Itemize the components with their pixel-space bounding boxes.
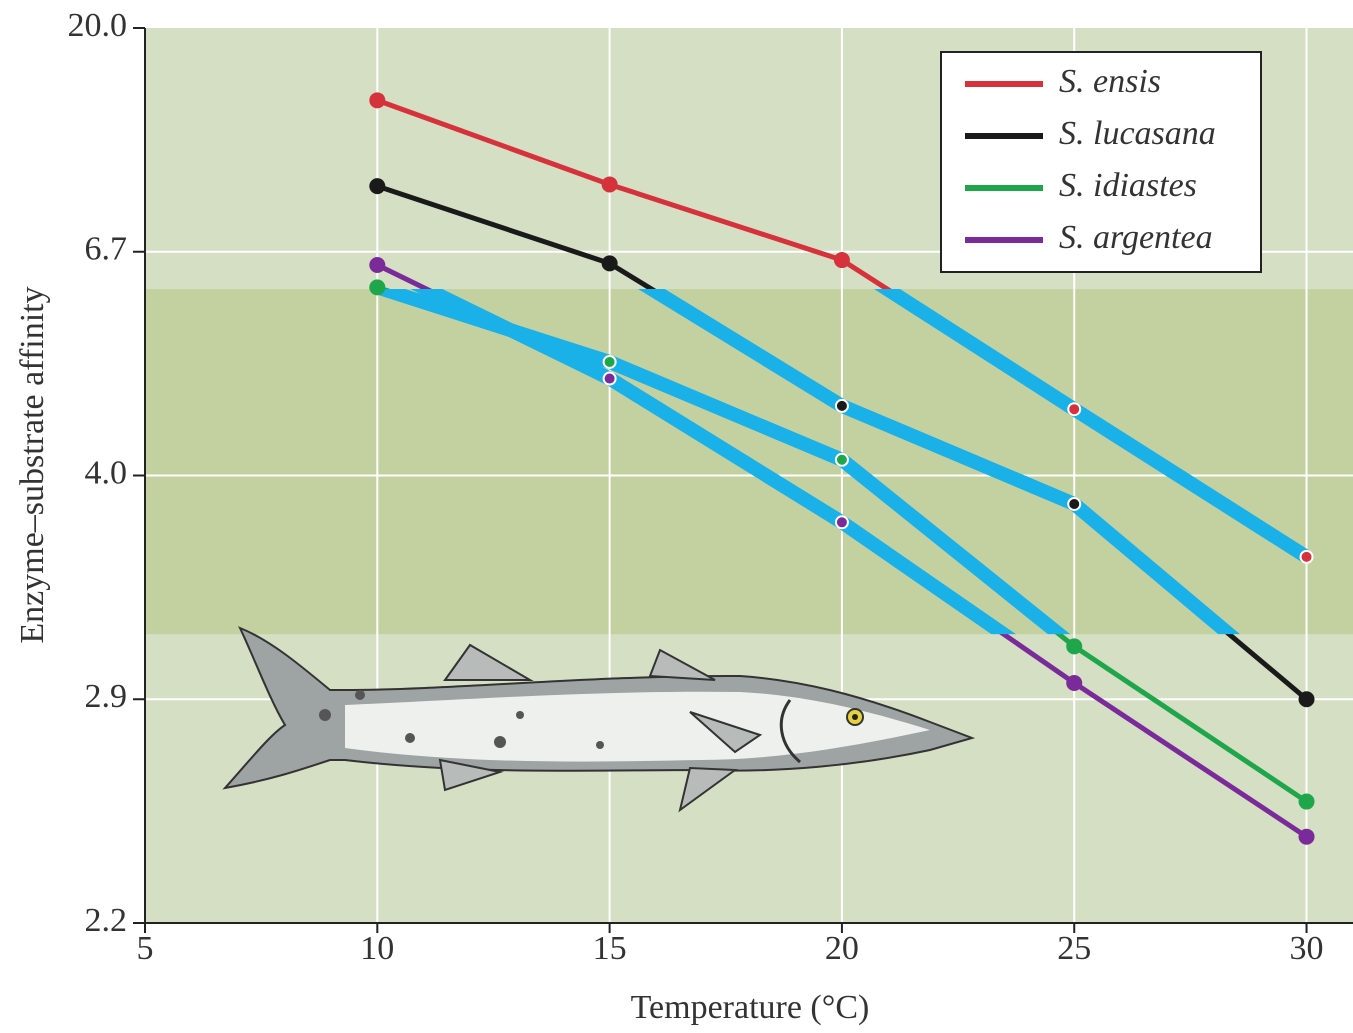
data-point bbox=[1301, 551, 1313, 563]
legend-label: S. ensis bbox=[1059, 63, 1161, 100]
y-tick-label: 2.9 bbox=[85, 678, 128, 715]
data-point bbox=[369, 257, 385, 273]
legend-label: S. argentea bbox=[1059, 219, 1213, 256]
data-point bbox=[1066, 675, 1082, 691]
y-tick-label: 2.2 bbox=[85, 902, 128, 939]
y-tick-label: 6.7 bbox=[85, 231, 128, 268]
data-point bbox=[1066, 638, 1082, 654]
y-tick-label: 20.0 bbox=[68, 7, 128, 44]
data-point bbox=[1299, 829, 1315, 845]
x-tick-label: 25 bbox=[1057, 930, 1091, 967]
x-tick-label: 30 bbox=[1290, 930, 1324, 967]
y-tick-label: 4.0 bbox=[85, 454, 128, 491]
x-axis-label: Temperature (°C) bbox=[631, 989, 870, 1026]
legend-label: S. lucasana bbox=[1059, 115, 1216, 152]
data-point bbox=[369, 92, 385, 108]
x-tick-label: 20 bbox=[825, 930, 859, 967]
x-tick-label: 15 bbox=[593, 930, 627, 967]
x-tick-label: 10 bbox=[360, 930, 394, 967]
data-point bbox=[1299, 691, 1315, 707]
data-point bbox=[602, 176, 618, 192]
data-point bbox=[836, 454, 848, 466]
data-point bbox=[1068, 403, 1080, 415]
data-point bbox=[604, 373, 616, 385]
y-axis-label: Enzyme–substrate affinity bbox=[14, 286, 51, 643]
page: 2.2 2.9 4.0 6.7 20.0 5 10 15 20 25 30 S. ensis S. l… bbox=[0, 0, 1353, 1033]
data-point bbox=[836, 516, 848, 528]
data-point bbox=[1299, 794, 1315, 810]
data-point bbox=[602, 255, 618, 271]
chart: 2.2 2.9 4.0 6.7 20.0 5 10 15 20 25 30 S. ensis S. l… bbox=[0, 0, 1353, 1033]
legend-label: S. idiastes bbox=[1059, 167, 1197, 204]
data-point bbox=[834, 252, 850, 268]
data-point bbox=[369, 178, 385, 194]
data-point bbox=[369, 279, 385, 295]
data-point bbox=[1068, 498, 1080, 510]
data-point bbox=[604, 356, 616, 368]
x-tick-label: 5 bbox=[137, 930, 154, 967]
data-point bbox=[836, 400, 848, 412]
